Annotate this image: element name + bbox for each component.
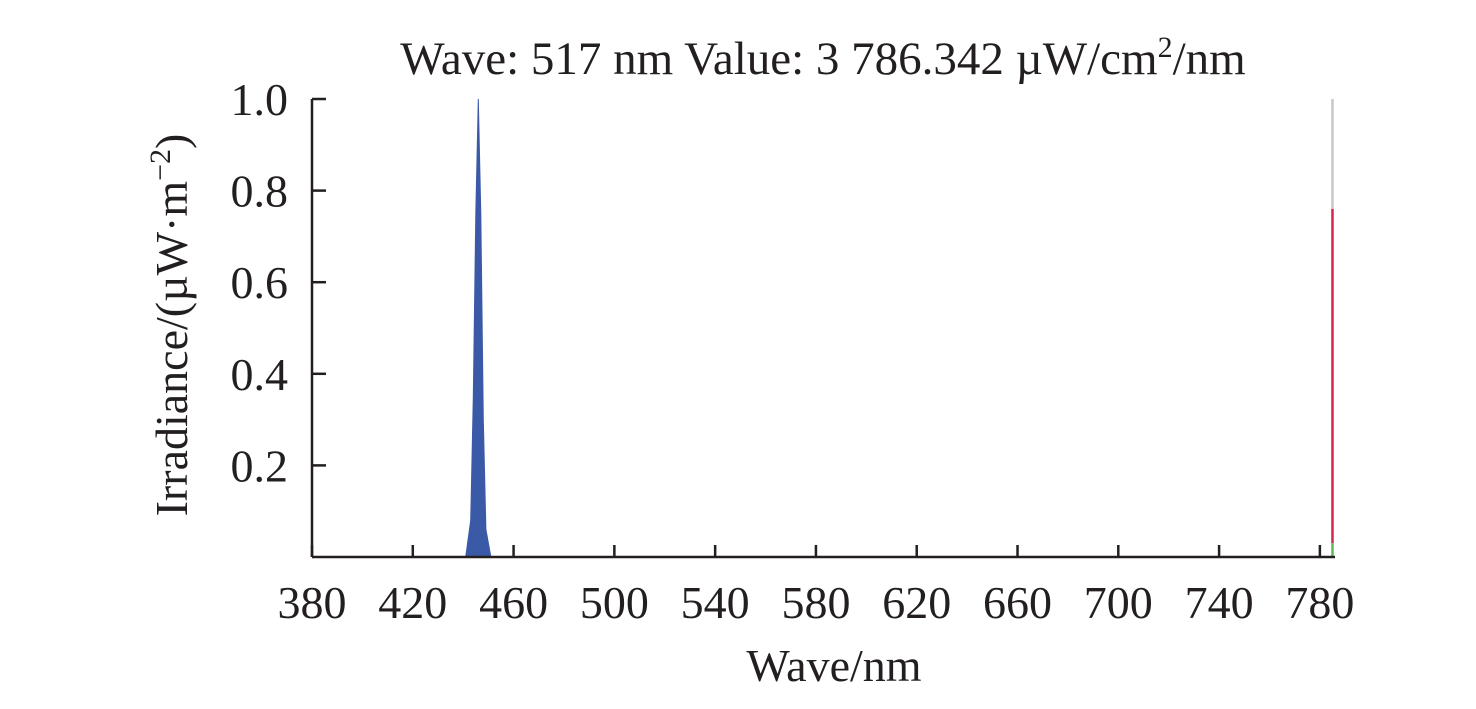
y-tick-label: 1.0 — [231, 74, 289, 125]
y-axis-title-superscript: −2 — [144, 149, 177, 181]
y-tick-label: 0.8 — [231, 166, 289, 217]
x-axis-title: Wave/nm — [746, 640, 921, 691]
x-tick-label: 420 — [378, 577, 447, 628]
x-tick-label: 460 — [479, 577, 548, 628]
chart-title-superscript: 2 — [1158, 31, 1173, 64]
chart-title-main: Wave: 517 nm Value: 3 786.342 µW/cm — [400, 33, 1157, 85]
x-tick-label: 500 — [580, 577, 649, 628]
x-tick-label: 700 — [1084, 577, 1153, 628]
y-axis-title: Irradiance/(µW·m−2) — [144, 134, 197, 517]
x-tick-label: 740 — [1185, 577, 1254, 628]
y-axis-title-close: ) — [146, 134, 197, 149]
x-tick-label: 620 — [882, 577, 951, 628]
plot-area: 0.2 0.4 0.6 0.8 1.0 380 420 460 500 540 580 620 660 7… — [231, 74, 1355, 628]
x-tick-label: 780 — [1285, 577, 1354, 628]
y-tick-label: 0.6 — [231, 257, 289, 308]
chart-title-unit: /nm — [1173, 33, 1246, 85]
chart-title: Wave: 517 nm Value: 3 786.342 µW/cm2/nm — [400, 31, 1245, 85]
x-tick-label: 660 — [983, 577, 1052, 628]
x-tick-label: 380 — [278, 577, 347, 628]
spectrum-peak-area-0 — [465, 98, 492, 558]
y-axis-label: Irradiance/(µW·m−2) — [144, 134, 197, 517]
y-tick-label: 0.4 — [231, 349, 289, 400]
x-tick-label: 580 — [781, 577, 850, 628]
y-tick-label: 0.2 — [231, 440, 289, 491]
y-axis-title-main: Irradiance/(µW·m — [146, 181, 197, 517]
x-tick-label: 540 — [681, 577, 750, 628]
